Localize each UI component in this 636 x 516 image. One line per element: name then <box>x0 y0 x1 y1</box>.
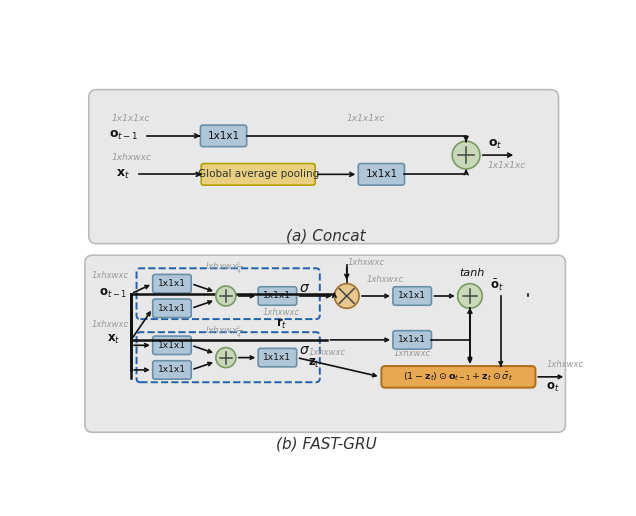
Circle shape <box>216 286 236 306</box>
Circle shape <box>452 141 480 169</box>
FancyBboxPatch shape <box>358 164 404 185</box>
Text: 1xhxwxc: 1xhxwxc <box>394 349 431 358</box>
FancyBboxPatch shape <box>153 299 191 317</box>
Text: 1xhxwxc: 1xhxwxc <box>367 275 404 284</box>
Text: $\mathbf{z}_{t}$: $\mathbf{z}_{t}$ <box>308 357 321 370</box>
Text: $\mathbf{x}_{t}$: $\mathbf{x}_{t}$ <box>107 333 120 346</box>
Text: $(1-\mathbf{z}_t)\odot\mathbf{o}_{t-1}+\mathbf{z}_t\odot\bar{\sigma}_t$: $(1-\mathbf{z}_t)\odot\mathbf{o}_{t-1}+\… <box>403 370 513 383</box>
Text: 1x1x1: 1x1x1 <box>263 292 291 300</box>
FancyBboxPatch shape <box>153 275 191 293</box>
FancyBboxPatch shape <box>153 336 191 354</box>
Text: $\mathbf{x}_{t}$: $\mathbf{x}_{t}$ <box>116 168 130 181</box>
Text: 1x1x1: 1x1x1 <box>158 341 186 350</box>
Text: 1x1x1xc: 1x1x1xc <box>112 115 150 123</box>
Text: 1xhxwxc: 1xhxwxc <box>92 320 129 329</box>
FancyBboxPatch shape <box>200 125 247 147</box>
Text: 1x1x1: 1x1x1 <box>158 304 186 313</box>
Text: $lxhxwx\frac{c}{4}$: $lxhxwx\frac{c}{4}$ <box>205 261 242 276</box>
Text: 1xhxwxc: 1xhxwxc <box>308 348 345 358</box>
Text: 1x1x1: 1x1x1 <box>158 365 186 375</box>
Text: $\mathbf{o}_{t-1}$: $\mathbf{o}_{t-1}$ <box>109 130 138 142</box>
Text: $\sigma$: $\sigma$ <box>299 281 310 295</box>
Text: $\mathbf{o}_{t}$: $\mathbf{o}_{t}$ <box>546 381 560 394</box>
FancyBboxPatch shape <box>258 287 296 305</box>
Text: $\mathbf{o}_{t-1}$: $\mathbf{o}_{t-1}$ <box>99 287 127 300</box>
Text: Global average pooling: Global average pooling <box>198 169 319 180</box>
FancyBboxPatch shape <box>258 348 296 367</box>
Text: 1x1x1: 1x1x1 <box>207 131 240 141</box>
Text: 1x1x1: 1x1x1 <box>263 353 291 362</box>
Text: tanh: tanh <box>459 268 484 278</box>
FancyBboxPatch shape <box>382 366 536 388</box>
Text: (a) Concat: (a) Concat <box>286 229 366 244</box>
Text: $lxhxwx\frac{c}{4}$: $lxhxwx\frac{c}{4}$ <box>205 325 242 340</box>
FancyBboxPatch shape <box>201 164 315 185</box>
Text: 1xhxwxc: 1xhxwxc <box>263 309 300 317</box>
Text: 1x1x1: 1x1x1 <box>365 169 398 180</box>
Text: 1x1x1xc: 1x1x1xc <box>347 115 385 123</box>
FancyBboxPatch shape <box>393 331 431 349</box>
Text: 1xhxwxc: 1xhxwxc <box>547 360 584 369</box>
Text: $\bar{\mathbf{o}}_{t}$: $\bar{\mathbf{o}}_{t}$ <box>490 278 504 293</box>
FancyBboxPatch shape <box>89 90 558 244</box>
FancyBboxPatch shape <box>85 255 565 432</box>
FancyBboxPatch shape <box>153 361 191 379</box>
Text: $\sigma$: $\sigma$ <box>299 343 310 357</box>
Text: 1x1x1: 1x1x1 <box>158 279 186 288</box>
Circle shape <box>458 284 482 309</box>
Text: $\mathbf{o}_{t}$: $\mathbf{o}_{t}$ <box>488 138 502 151</box>
Circle shape <box>216 348 236 367</box>
Circle shape <box>335 284 359 309</box>
Text: (b) FAST-GRU: (b) FAST-GRU <box>275 437 377 452</box>
Text: 1xhxwxc: 1xhxwxc <box>347 257 385 267</box>
Text: 1x1x1: 1x1x1 <box>398 335 426 344</box>
Text: $\mathbf{r}_{t}$: $\mathbf{r}_{t}$ <box>275 317 287 331</box>
Text: 1x1x1xc: 1x1x1xc <box>488 162 526 170</box>
FancyBboxPatch shape <box>393 287 431 305</box>
Text: 1xhxwxc: 1xhxwxc <box>111 153 151 162</box>
Text: 1x1x1: 1x1x1 <box>398 292 426 300</box>
Text: 1xhxwxc: 1xhxwxc <box>92 271 129 281</box>
